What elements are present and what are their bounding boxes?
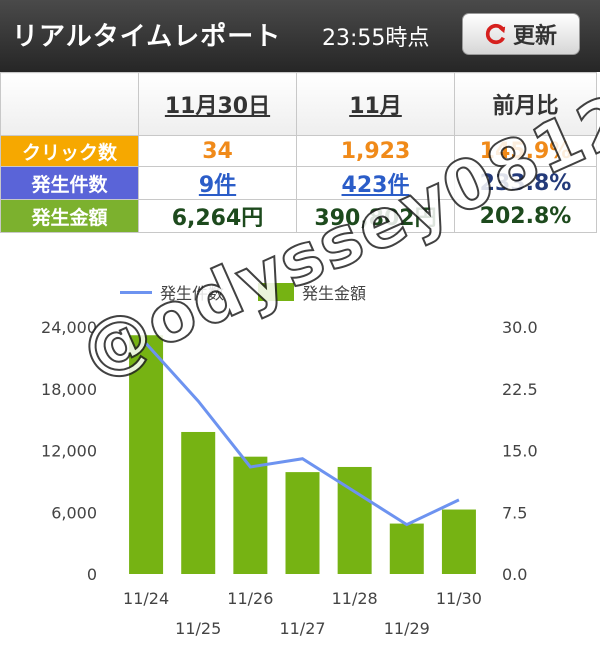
left-axis-tick-label: 0 — [87, 565, 97, 584]
left-axis-tick-label: 6,000 — [51, 503, 97, 522]
report-timestamp: 23:55時点 — [322, 26, 430, 51]
count-ratio-value: 233.8% — [454, 166, 597, 200]
refresh-label: 更新 — [512, 24, 557, 49]
refresh-icon — [485, 23, 506, 45]
right-axis-tick-label: 30.0 — [502, 318, 538, 337]
clicks-day-value: 34 — [138, 135, 297, 167]
left-axis-tick-label: 12,000 — [41, 442, 97, 461]
table-row-clicks: クリック数 34 1,923 145.9% — [0, 135, 597, 167]
legend-amount-label: 発生金額 — [302, 284, 367, 303]
bar-amount — [129, 335, 164, 574]
combo-chart: 0 6,000 12,000 18,000 24,000 0.0 7.5 15.0 22.5 30… — [41, 318, 538, 638]
count-day-link[interactable]: 9件 — [198, 173, 237, 198]
x-axis-tick-label: 11/28 — [332, 589, 378, 608]
amount-month-value: 390,802円 — [296, 199, 455, 233]
column-header-ratio: 前月比 — [454, 72, 597, 136]
x-axis-tick-label: 11/24 — [123, 589, 169, 608]
clicks-month-value: 1,923 — [296, 135, 455, 167]
x-axis-tick-label: 11/29 — [384, 619, 430, 638]
clicks-ratio-value: 145.9% — [454, 135, 597, 167]
bar-amount — [285, 472, 320, 574]
report-table: 11月30日 11月 前月比 クリック数 34 1,923 145.9% 発生件… — [0, 72, 597, 233]
table-row-count: 発生件数 9件 423件 233.8% — [0, 166, 597, 200]
legend-bar-swatch — [258, 283, 295, 301]
amount-day-value: 6,264円 — [138, 199, 297, 233]
page-title: リアルタイムレポート — [12, 22, 282, 52]
right-axis-tick-label: 7.5 — [502, 503, 527, 522]
right-axis-tick-label: 0.0 — [502, 565, 527, 584]
x-axis-tick-label: 11/27 — [279, 619, 325, 638]
row-label-clicks: クリック数 — [0, 135, 139, 167]
bar-amount — [441, 509, 476, 574]
left-axis-tick-label: 18,000 — [41, 380, 97, 399]
x-axis-tick-label: 11/26 — [227, 589, 273, 608]
x-axis-tick-label: 11/30 — [436, 589, 482, 608]
bar-amount — [233, 456, 268, 574]
left-axis-tick-label: 24,000 — [41, 318, 97, 337]
count-month-link[interactable]: 423件 — [341, 173, 410, 198]
count-day-cell: 9件 — [138, 166, 297, 200]
legend-line-swatch — [120, 290, 152, 294]
count-month-cell: 423件 — [296, 166, 455, 200]
refresh-button[interactable]: 更新 — [462, 13, 580, 55]
chart-legend: 発生件数 発生金額 — [120, 280, 366, 304]
column-header-month: 11月 — [296, 72, 455, 136]
legend-count-label: 発生件数 — [160, 284, 225, 303]
right-axis-tick-label: 22.5 — [502, 380, 538, 399]
table-row-amount: 発生金額 6,264円 390,802円 202.8% — [0, 199, 597, 233]
table-corner — [0, 72, 139, 136]
line-count-series — [144, 342, 460, 527]
right-axis-tick-label: 15.0 — [502, 442, 538, 461]
amount-ratio-value: 202.8% — [454, 199, 597, 233]
report-header: リアルタイムレポート 23:55時点 更新 — [0, 0, 600, 72]
row-label-count: 発生件数 — [0, 166, 139, 200]
table-header-row: 11月30日 11月 前月比 — [0, 72, 597, 136]
column-header-day: 11月30日 — [138, 72, 297, 136]
bar-amount — [181, 431, 216, 574]
x-axis-tick-label: 11/25 — [175, 619, 221, 638]
bar-amount — [389, 523, 424, 574]
row-label-amount: 発生金額 — [0, 199, 139, 233]
chart-area: 発生件数 発生金額 0 6,000 12,000 18,000 24,000 0.0 7.5… — [0, 262, 600, 660]
